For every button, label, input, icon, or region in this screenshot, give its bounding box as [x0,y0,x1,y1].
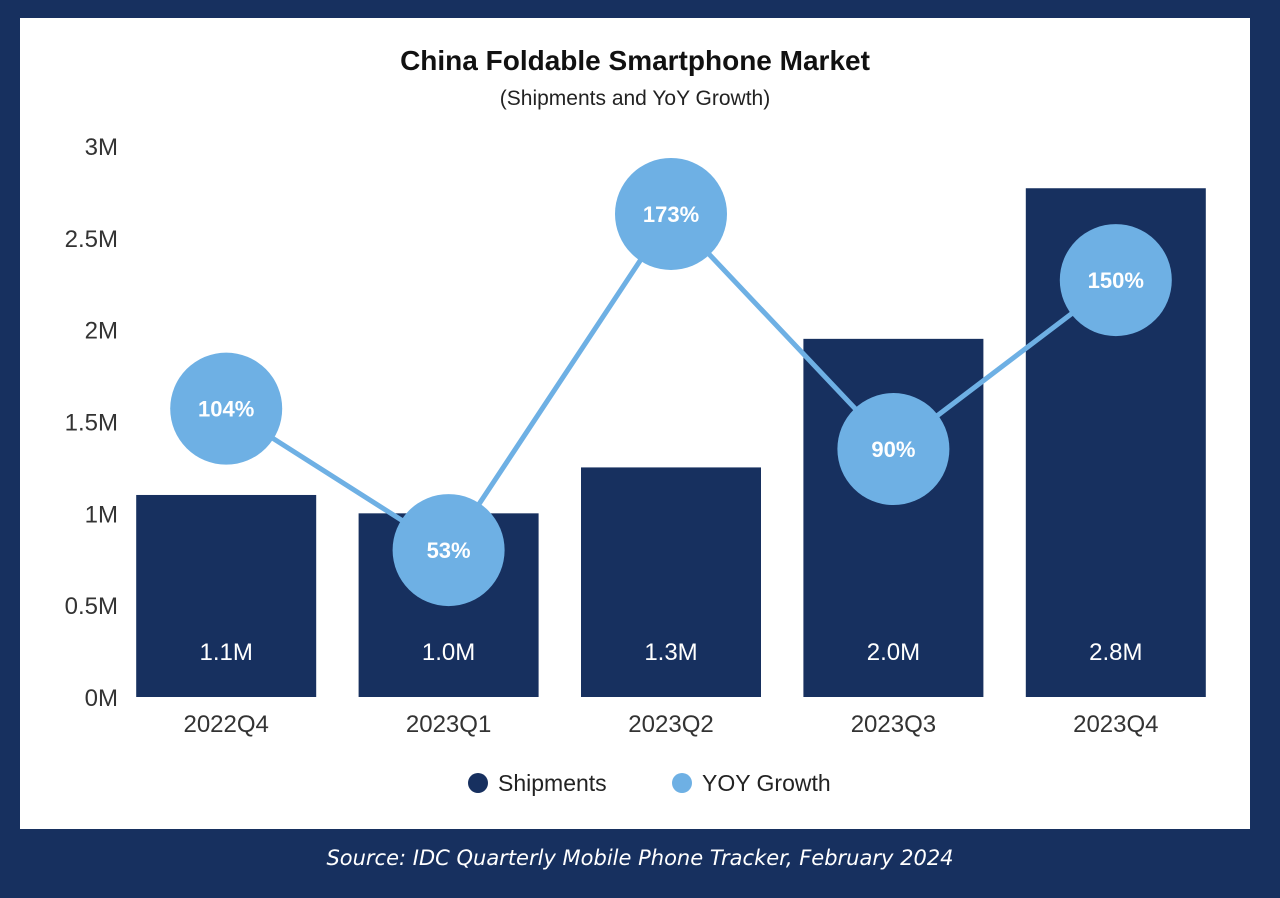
y-tick-label: 1.5M [65,410,118,437]
chart-title: China Foldable Smartphone Market [400,45,870,76]
y-axis: 0M 0.5M 1M 1.5M 2M 2.5M 3M [65,134,118,712]
bar-labels: 1.1M 1.0M 1.3M 2.0M 2.8M [200,639,1143,666]
growth-point [392,494,505,607]
growth-label: 90% [871,437,915,462]
x-tick-label: 2023Q2 [628,711,713,738]
chart-card: China Foldable Smartphone Market (Shipme… [20,18,1250,829]
x-axis: 2022Q4 2023Q1 2023Q2 2023Q3 2023Q4 [183,711,1158,738]
legend-label: Shipments [498,770,607,796]
y-tick-label: 2.5M [65,226,118,253]
shipment-bar-label: 1.0M [422,639,475,666]
growth-line-series: 104% 53% 173% 90% 150% [170,157,1172,607]
growth-label: 150% [1088,268,1144,293]
x-tick-label: 2023Q3 [851,711,936,738]
y-tick-label: 0.5M [65,593,118,620]
y-tick-label: 2M [85,318,118,345]
growth-point [837,393,950,506]
growth-label: 173% [643,202,699,227]
growth-point [170,352,283,465]
chart: China Foldable Smartphone Market (Shipme… [65,45,1206,796]
growth-label: 104% [198,397,254,422]
shipment-bar-label: 1.3M [644,639,697,666]
legend-swatch [468,773,488,793]
chart-subtitle: (Shipments and YoY Growth) [500,87,770,110]
growth-label: 53% [427,538,471,563]
shipment-bar-label: 2.0M [867,639,920,666]
shipment-bar [136,494,317,697]
legend-label: YOY Growth [702,770,831,796]
y-tick-label: 1M [85,501,118,528]
shipment-bar [581,467,761,697]
y-tick-label: 3M [85,134,118,161]
shipment-bar-label: 2.8M [1089,639,1142,666]
x-tick-label: 2023Q4 [1073,711,1158,738]
y-tick-label: 0M [85,685,118,712]
shipment-bar-label: 1.1M [200,639,253,666]
x-tick-label: 2023Q1 [406,711,491,738]
growth-point [615,157,727,270]
legend: Shipments YOY Growth [468,770,831,796]
source-note: Source: IDC Quarterly Mobile Phone Track… [326,846,954,870]
legend-swatch [672,773,692,793]
x-tick-label: 2022Q4 [183,711,268,738]
growth-point [1059,224,1172,337]
